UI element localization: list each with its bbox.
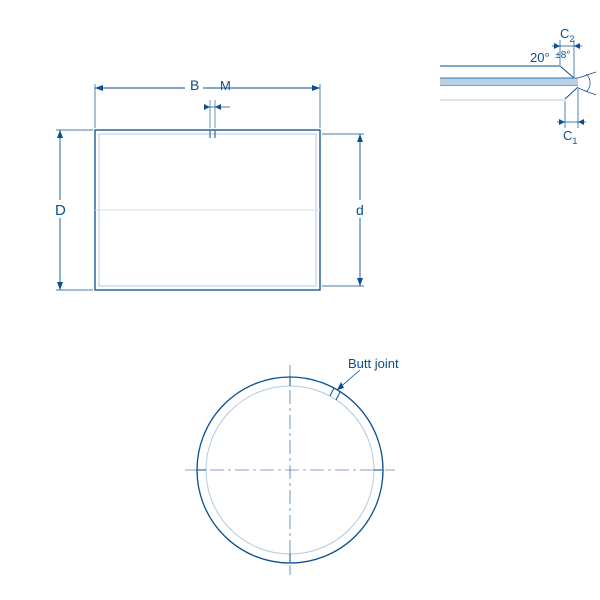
label-m: M [220, 78, 231, 93]
label-butt-joint: Butt joint [348, 356, 399, 371]
dimension-d: d [322, 134, 367, 286]
label-b: B [190, 77, 199, 93]
label-c2: C2 [560, 26, 574, 44]
label-d: d [356, 202, 364, 218]
dimension-b: B [95, 76, 320, 128]
label-D: D [55, 202, 66, 219]
chamfer-detail: C2 20° ±8° C1 [440, 26, 596, 146]
label-angle: 20° ±8° [530, 50, 570, 65]
dimension-D: D [53, 130, 93, 290]
section-view [95, 130, 320, 290]
bushing-technical-drawing: B M D d [0, 0, 600, 600]
front-view-ring: Butt joint [185, 356, 399, 575]
dimension-m: M [204, 78, 231, 128]
label-c1: C1 [563, 128, 577, 146]
